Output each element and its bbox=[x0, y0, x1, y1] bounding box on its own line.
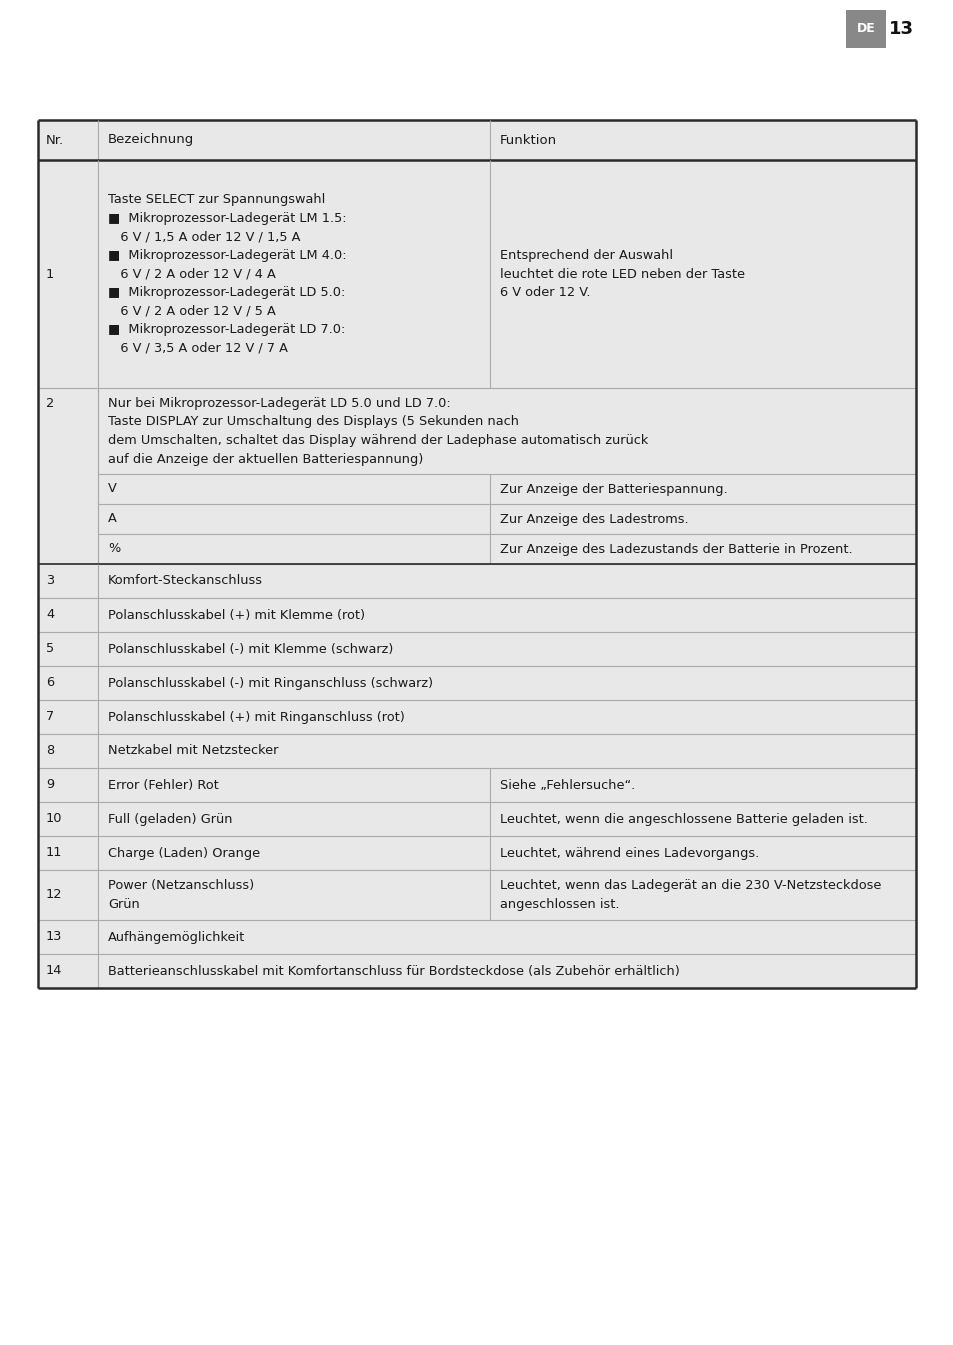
Text: 12: 12 bbox=[46, 889, 63, 901]
Bar bbox=[38, 387, 915, 473]
Bar bbox=[98, 504, 915, 534]
Text: Zur Anzeige der Batteriespannung.: Zur Anzeige der Batteriespannung. bbox=[499, 483, 727, 495]
Text: Batterieanschlusskabel mit Komfortanschluss für Bordsteckdose (als Zubehör erhäl: Batterieanschlusskabel mit Komfortanschl… bbox=[108, 964, 679, 978]
Text: Funktion: Funktion bbox=[499, 133, 557, 147]
Text: 6: 6 bbox=[46, 677, 54, 690]
Bar bbox=[38, 734, 915, 768]
Text: Polanschlusskabel (-) mit Ringanschluss (schwarz): Polanschlusskabel (-) mit Ringanschluss … bbox=[108, 677, 433, 690]
Text: DE: DE bbox=[856, 23, 874, 35]
Bar bbox=[38, 120, 915, 160]
Text: %: % bbox=[108, 542, 120, 555]
Bar bbox=[38, 870, 915, 920]
Text: Leuchtet, wenn die angeschlossene Batterie geladen ist.: Leuchtet, wenn die angeschlossene Batter… bbox=[499, 812, 867, 826]
Text: 13: 13 bbox=[888, 20, 913, 38]
Bar bbox=[38, 837, 915, 870]
Text: A: A bbox=[108, 512, 116, 526]
Bar bbox=[38, 768, 915, 802]
Bar bbox=[38, 699, 915, 734]
Text: Polanschlusskabel (+) mit Ringanschluss (rot): Polanschlusskabel (+) mit Ringanschluss … bbox=[108, 710, 404, 724]
Text: 13: 13 bbox=[46, 931, 62, 943]
Text: Nur bei Mikroprozessor-Ladegerät LD 5.0 und LD 7.0:
Taste DISPLAY zur Umschaltun: Nur bei Mikroprozessor-Ladegerät LD 5.0 … bbox=[108, 397, 648, 465]
Bar bbox=[38, 599, 915, 632]
Text: Bezeichnung: Bezeichnung bbox=[108, 133, 194, 147]
Text: V: V bbox=[108, 483, 116, 495]
Text: Nr.: Nr. bbox=[46, 133, 64, 147]
Text: 3: 3 bbox=[46, 574, 54, 588]
Bar bbox=[38, 120, 915, 989]
Text: 2: 2 bbox=[46, 397, 54, 410]
Text: Taste SELECT zur Spannungswahl
■  Mikroprozessor-Ladegerät LM 1.5:
   6 V / 1,5 : Taste SELECT zur Spannungswahl ■ Mikropr… bbox=[108, 194, 346, 355]
Text: Entsprechend der Auswahl
leuchtet die rote LED neben der Taste
6 V oder 12 V.: Entsprechend der Auswahl leuchtet die ro… bbox=[499, 249, 744, 299]
Text: Polanschlusskabel (-) mit Klemme (schwarz): Polanschlusskabel (-) mit Klemme (schwar… bbox=[108, 643, 393, 655]
Text: Siehe „Fehlersuche“.: Siehe „Fehlersuche“. bbox=[499, 779, 635, 791]
Text: Polanschlusskabel (+) mit Klemme (rot): Polanschlusskabel (+) mit Klemme (rot) bbox=[108, 608, 365, 621]
Text: Zur Anzeige des Ladestroms.: Zur Anzeige des Ladestroms. bbox=[499, 512, 688, 526]
Text: 7: 7 bbox=[46, 710, 54, 724]
Bar bbox=[98, 473, 915, 504]
Text: Netzkabel mit Netzstecker: Netzkabel mit Netzstecker bbox=[108, 745, 278, 757]
Text: Zur Anzeige des Ladezustands der Batterie in Prozent.: Zur Anzeige des Ladezustands der Batteri… bbox=[499, 542, 852, 555]
Bar bbox=[38, 802, 915, 837]
Text: 14: 14 bbox=[46, 964, 62, 978]
Bar bbox=[38, 632, 915, 666]
Text: Komfort-Steckanschluss: Komfort-Steckanschluss bbox=[108, 574, 263, 588]
Bar bbox=[845, 9, 884, 48]
Text: Aufhängemöglichkeit: Aufhängemöglichkeit bbox=[108, 931, 245, 943]
Text: 1: 1 bbox=[46, 268, 54, 281]
Text: Leuchtet, während eines Ladevorgangs.: Leuchtet, während eines Ladevorgangs. bbox=[499, 846, 759, 859]
Text: 10: 10 bbox=[46, 812, 63, 826]
Text: Full (geladen) Grün: Full (geladen) Grün bbox=[108, 812, 233, 826]
Bar bbox=[38, 160, 915, 387]
Text: 9: 9 bbox=[46, 779, 54, 791]
Text: 5: 5 bbox=[46, 643, 54, 655]
Bar bbox=[38, 920, 915, 954]
Bar bbox=[98, 534, 915, 564]
Text: Error (Fehler) Rot: Error (Fehler) Rot bbox=[108, 779, 218, 791]
Text: 4: 4 bbox=[46, 608, 54, 621]
Text: Leuchtet, wenn das Ladegerät an die 230 V-Netzsteckdose
angeschlossen ist.: Leuchtet, wenn das Ladegerät an die 230 … bbox=[499, 880, 881, 911]
Bar bbox=[38, 954, 915, 989]
Bar bbox=[38, 564, 915, 599]
Text: 8: 8 bbox=[46, 745, 54, 757]
Text: Charge (Laden) Orange: Charge (Laden) Orange bbox=[108, 846, 260, 859]
Bar bbox=[38, 666, 915, 699]
Text: Power (Netzanschluss)
Grün: Power (Netzanschluss) Grün bbox=[108, 880, 254, 911]
Text: 11: 11 bbox=[46, 846, 63, 859]
